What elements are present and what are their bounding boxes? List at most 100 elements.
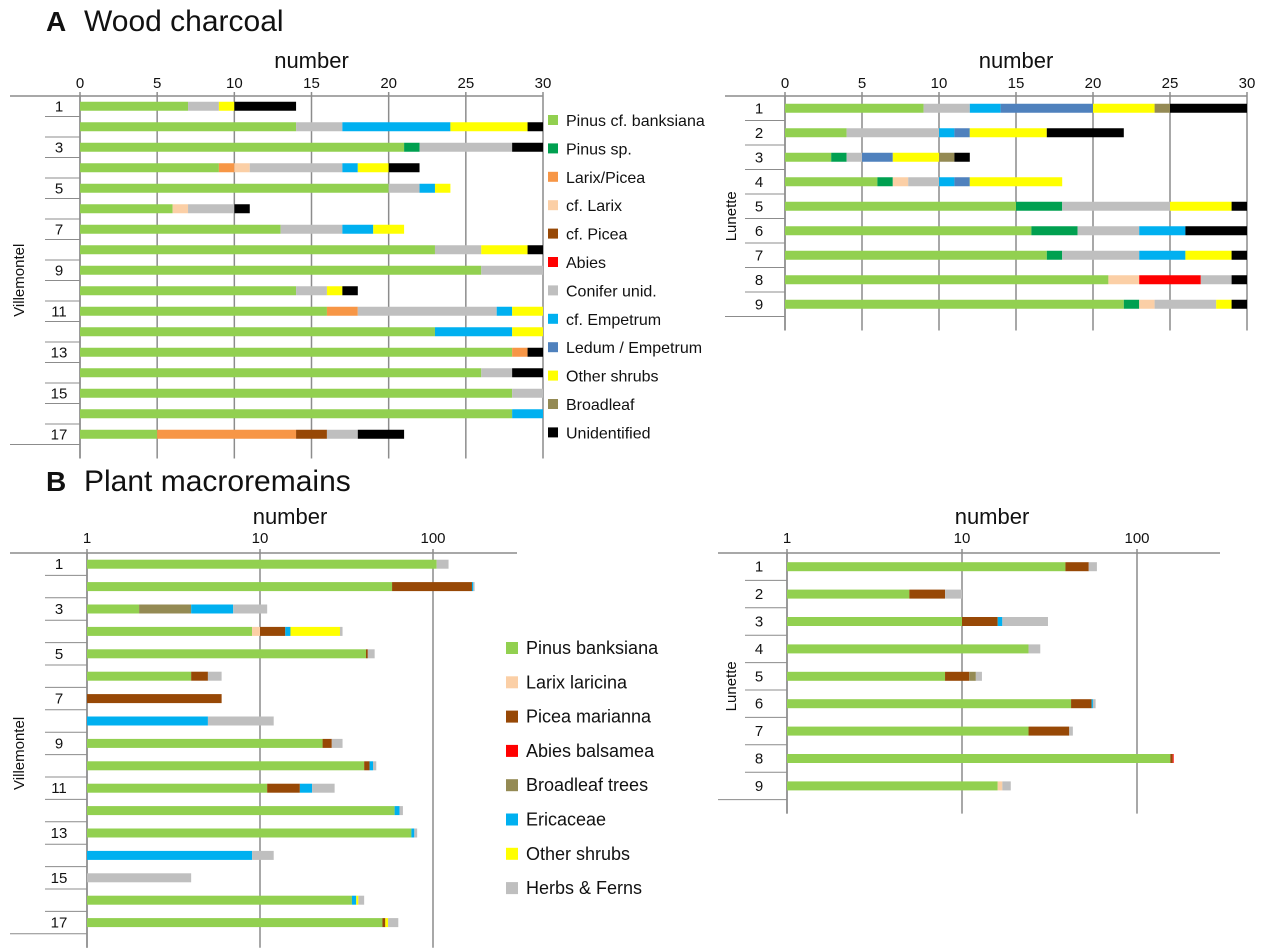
legend-label: Abies balsamea: [526, 741, 655, 761]
bar-segment: [1231, 299, 1247, 309]
bar-segment: [331, 738, 343, 748]
category-label: 13: [51, 344, 68, 361]
bar-segment: [80, 347, 513, 357]
category-label: 3: [55, 601, 63, 618]
bar-segment: [846, 152, 862, 162]
x-tick-label: 20: [380, 75, 397, 92]
bar-segment: [1016, 201, 1063, 211]
bar-segment: [296, 429, 327, 439]
category-label: 9: [55, 735, 63, 752]
legend-label: Conifer unid.: [566, 283, 657, 300]
bar-segment: [1170, 201, 1232, 211]
bar-segment: [172, 204, 189, 214]
bar-segment: [87, 716, 208, 726]
legend-panel-a: Pinus cf. banksiana Pinus sp. Larix/Picea c…: [548, 113, 705, 442]
x-tick-label: 15: [1008, 75, 1025, 92]
bar-segment: [1170, 103, 1247, 113]
category-label: 1: [55, 556, 63, 573]
panel-b-title: Plant macroremains: [84, 465, 351, 498]
bar-segment: [1108, 275, 1140, 285]
category-label: 15: [51, 385, 68, 402]
x-tick-label: 25: [457, 75, 474, 92]
bar-segment: [342, 122, 451, 132]
bar-segment: [326, 429, 358, 439]
legend-swatch: [506, 813, 518, 826]
x-tick-label: 5: [153, 75, 161, 92]
bar-segment: [1046, 250, 1063, 260]
bar-segment: [80, 306, 327, 316]
bar-segment: [388, 918, 399, 928]
bar-segment: [260, 626, 286, 636]
bar-segment: [1028, 644, 1041, 654]
bar-segment: [1185, 226, 1247, 236]
bar-segment: [87, 626, 253, 636]
category-label: 15: [51, 870, 68, 887]
bar-segment: [954, 128, 970, 138]
bar-segment: [87, 738, 323, 748]
bar-segment: [87, 850, 253, 860]
bar-segment: [1139, 250, 1186, 260]
bar-segment: [1093, 103, 1155, 113]
category-label: 9: [755, 778, 763, 795]
panel-a-letter: A: [46, 6, 66, 37]
bar-segment: [234, 101, 297, 111]
bar-segment: [411, 828, 415, 838]
bar-segment: [87, 761, 365, 771]
bar-segment: [87, 783, 268, 793]
bar-segment: [785, 103, 924, 113]
bar-segment: [945, 671, 970, 681]
bar-segment: [357, 163, 389, 173]
legend-panel-b: Pinus banksiana Larix laricina Picea maria…: [506, 638, 659, 898]
bar-segment: [785, 250, 1047, 260]
category-label: 5: [755, 198, 763, 215]
bar-segment: [923, 103, 970, 113]
bar-segment: [527, 245, 543, 255]
legend-label: Abies: [566, 255, 606, 272]
legend-label: Other shrubs: [526, 844, 630, 864]
bar-segment: [1139, 226, 1186, 236]
bar-segment: [939, 177, 955, 187]
legend-label: Picea marianna: [526, 707, 652, 727]
bar-segment: [1216, 299, 1232, 309]
bar-segment: [787, 589, 910, 599]
bar-segment: [1077, 226, 1140, 236]
category-label: 1: [755, 559, 763, 576]
bar-segment: [299, 783, 313, 793]
bar-segment: [80, 183, 389, 193]
legend-label: Other shrubs: [566, 369, 658, 386]
bar-segment: [394, 806, 400, 816]
bar-segment: [1123, 299, 1140, 309]
bar-segment: [1231, 250, 1247, 260]
bar-segment: [512, 368, 543, 378]
bar-segment: [787, 726, 1029, 736]
bar-segment: [139, 604, 192, 614]
bar-segment: [785, 152, 832, 162]
bar-segment: [87, 604, 140, 614]
bar-segment: [326, 306, 358, 316]
category-label: 3: [755, 149, 763, 166]
bar-segment: [997, 617, 1003, 626]
legend-label: Broadleaf: [566, 397, 635, 414]
chart-a-lunette: number 0 5 10 15 20 25 30 Lunette 1 2 3 4 5 6 7 8 9: [723, 48, 1255, 331]
bar-segment: [846, 128, 939, 138]
bar-segment: [290, 626, 340, 636]
legend-label: cf. Picea: [566, 227, 627, 244]
bar-segment: [356, 895, 359, 905]
bar-segment: [404, 142, 420, 152]
x-axis-title: number: [274, 48, 349, 73]
category-label: 7: [55, 691, 63, 708]
category-label: 8: [755, 272, 763, 289]
bar-segment: [527, 122, 543, 132]
bar-segment: [364, 761, 370, 771]
bar-segment: [473, 582, 475, 592]
bar-segment: [1154, 299, 1217, 309]
bar-segment: [80, 224, 281, 234]
legend-swatch: [548, 228, 558, 239]
legend-label: Pinus banksiana: [526, 638, 659, 658]
legend-swatch: [506, 779, 518, 792]
bar-segment: [909, 589, 946, 599]
y-axis-title: Lunette: [723, 191, 740, 241]
bar-segment: [512, 142, 543, 152]
